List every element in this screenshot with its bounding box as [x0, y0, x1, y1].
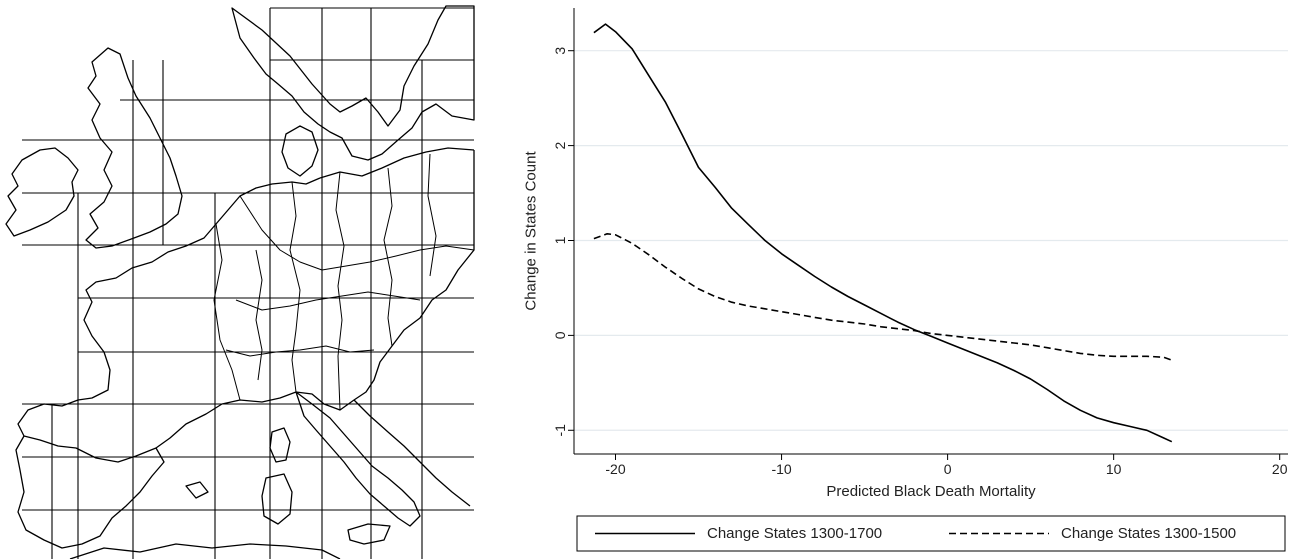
- gridlines: [574, 50, 1288, 431]
- x-tick-label-4: 20: [1272, 461, 1288, 477]
- coast-iberia: [15, 435, 165, 549]
- y-tick-label-4: 3: [552, 47, 568, 55]
- y-axis: -1 0 1 2 3: [552, 8, 575, 454]
- coast-mainland: [17, 150, 475, 463]
- x-axis: -20 -10 0 10 20: [574, 453, 1288, 477]
- borders-internal: [213, 153, 475, 411]
- coast-scandinavia: [231, 5, 475, 161]
- y-tick-label-0: -1: [552, 424, 568, 437]
- x-axis-label: Predicted Black Death Mortality: [826, 483, 1036, 500]
- legend: Change States 1300-1700 Change States 130…: [576, 515, 1286, 552]
- x-tick-label-2: 0: [944, 461, 952, 477]
- coast-ireland: [5, 147, 79, 237]
- x-tick-label-3: 10: [1106, 461, 1122, 477]
- series-line-0: [593, 23, 1173, 443]
- coast-italy: [295, 391, 421, 527]
- coast-adriatic: [353, 399, 471, 507]
- coast-sicily: [347, 523, 391, 545]
- map-grid: [22, 7, 474, 559]
- legend-label-1: Change States 1300-1500: [1061, 525, 1236, 542]
- x-tick-label-0: -20: [605, 461, 625, 477]
- coast-denmark: [281, 125, 319, 177]
- y-tick-label-1: 0: [552, 331, 568, 339]
- coast-baltic: [319, 147, 475, 179]
- y-tick-label-2: 1: [552, 236, 568, 244]
- coast-britain: [85, 47, 183, 249]
- y-axis-label: Change in States Count: [523, 151, 540, 311]
- x-tick-label-1: -10: [771, 461, 791, 477]
- y-tick-label-3: 2: [552, 141, 568, 149]
- coast-sardinia: [261, 473, 293, 525]
- coast-balearics: [185, 481, 209, 499]
- plot-area: [593, 23, 1173, 443]
- coast-north-africa: [69, 543, 341, 559]
- legend-label-0: Change States 1300-1700: [707, 525, 882, 542]
- europe-grid-map: [5, 5, 475, 559]
- series-line-1: [593, 233, 1173, 361]
- map-coastlines: [5, 5, 475, 559]
